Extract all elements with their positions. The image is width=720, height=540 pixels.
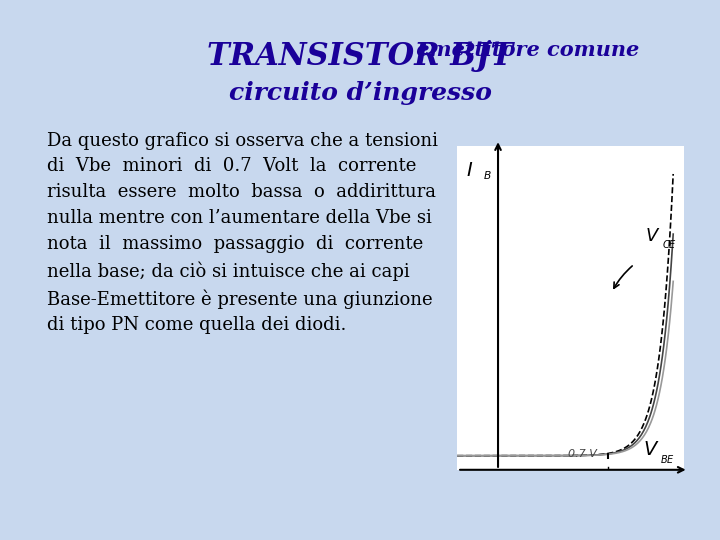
Text: 0.7 V: 0.7 V bbox=[567, 449, 596, 459]
Text: circuito d’ingresso: circuito d’ingresso bbox=[228, 81, 492, 105]
Text: emettitore comune: emettitore comune bbox=[408, 40, 639, 60]
Text: $V$: $V$ bbox=[643, 441, 660, 458]
Text: TRANSISTOR BJT: TRANSISTOR BJT bbox=[207, 42, 513, 72]
Text: $_{BE}$: $_{BE}$ bbox=[660, 452, 675, 466]
Text: $V$: $V$ bbox=[645, 227, 661, 245]
Text: $_{CE}$: $_{CE}$ bbox=[662, 237, 678, 251]
Text: $_B$: $_B$ bbox=[483, 168, 492, 183]
Text: $I$: $I$ bbox=[467, 162, 474, 180]
Text: Da questo grafico si osserva che a tensioni
di  Vbe  minori  di  0.7  Volt  la  : Da questo grafico si osserva che a tensi… bbox=[47, 132, 438, 334]
